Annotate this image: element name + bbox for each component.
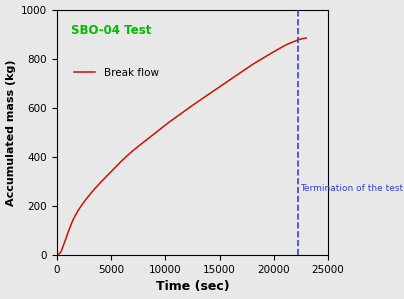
Break flow xyxy=(55,253,59,257)
Break flow xyxy=(304,36,309,40)
Y-axis label: Accumulated mass (kg): Accumulated mass (kg) xyxy=(6,59,16,206)
Break flow xyxy=(80,202,85,206)
X-axis label: Time (sec): Time (sec) xyxy=(156,280,229,293)
Legend: Break flow: Break flow xyxy=(70,64,163,82)
Break flow xyxy=(253,61,258,64)
Line: Break flow: Break flow xyxy=(57,38,306,255)
Break flow xyxy=(226,79,231,83)
Text: Termination of the test: Termination of the test xyxy=(300,184,403,193)
Text: SBO-04 Test: SBO-04 Test xyxy=(71,24,151,37)
Break flow xyxy=(155,129,160,133)
Break flow xyxy=(249,63,254,67)
Break flow xyxy=(164,122,169,126)
